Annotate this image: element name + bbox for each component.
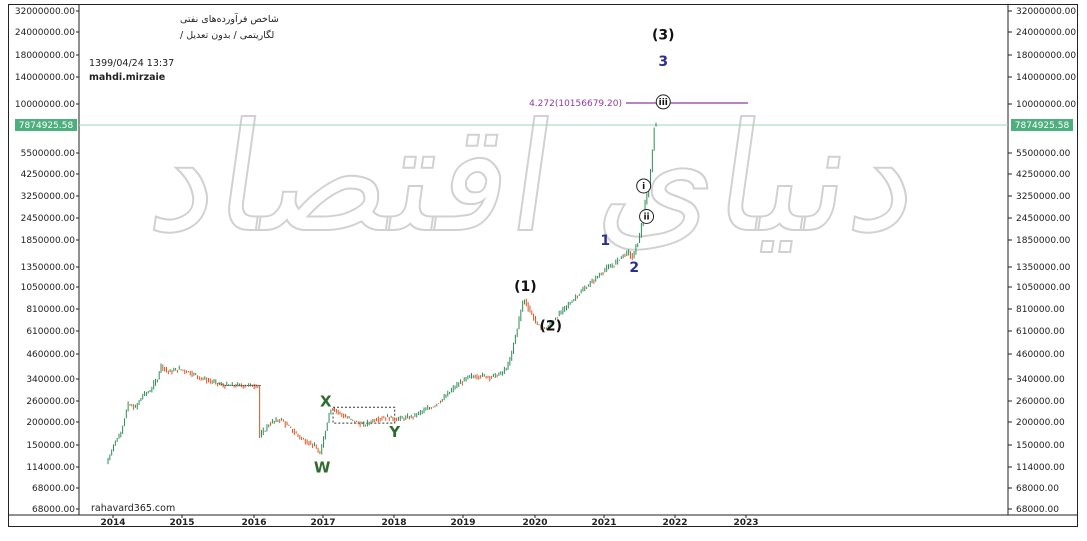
y-tick-left: 18000000.00 bbox=[15, 51, 75, 61]
y-tick-right: 68000.00 bbox=[1016, 484, 1059, 494]
wave-label-(2): (2) bbox=[539, 318, 562, 334]
last-price-tag-right bbox=[1011, 119, 1073, 131]
y-tick-right: 5500000.00 bbox=[1016, 149, 1071, 159]
wave-label-(1): (1) bbox=[514, 279, 537, 295]
y-tick-left: 32000000.00 bbox=[15, 7, 75, 17]
y-tick-left: 260000.00 bbox=[26, 397, 75, 407]
y-tick-left: 810000.00 bbox=[26, 305, 75, 315]
y-tick-left: 340000.00 bbox=[26, 375, 75, 385]
wave-label-Y: Y bbox=[388, 423, 401, 441]
last-price-tags: 7874925.58 7874925.58 bbox=[15, 119, 1073, 131]
wave-label-X: X bbox=[320, 392, 332, 410]
x-tick-label: 2019 bbox=[450, 518, 475, 528]
watermark-text: دنیای اقتصاد bbox=[140, 91, 930, 266]
y-tick-right: 3250000.00 bbox=[1016, 192, 1071, 202]
wave-label-iii: iii bbox=[659, 98, 668, 108]
wave-circle bbox=[639, 208, 655, 224]
y-tick-right: 150000.00 bbox=[1016, 441, 1065, 451]
y-tick-right: 460000.00 bbox=[1016, 350, 1065, 360]
y-tick-right: 2450000.00 bbox=[1016, 214, 1071, 224]
y-tick-right: 10000000.00 bbox=[1016, 100, 1076, 110]
y-tick-left: 3250000.00 bbox=[21, 192, 76, 202]
fib-target-label: 4.272(10156679.20) bbox=[529, 99, 622, 109]
candles-layer bbox=[107, 122, 657, 465]
wave-label-1: 1 bbox=[600, 233, 610, 249]
y-tick-left: 460000.00 bbox=[26, 350, 75, 360]
y-tick-left: 68000.00 bbox=[32, 505, 75, 515]
y-tick-left: 14000000.00 bbox=[15, 73, 75, 83]
wave-label-ii: ii bbox=[643, 212, 649, 222]
y-tick-right: 14000000.00 bbox=[1016, 73, 1076, 83]
y-tick-left: 5500000.00 bbox=[21, 149, 76, 159]
y-tick-left: 1350000.00 bbox=[21, 263, 76, 273]
x-tick-label: 2014 bbox=[100, 518, 125, 528]
wave-label-(3): (3) bbox=[652, 27, 675, 43]
x-tick-label: 2021 bbox=[591, 518, 616, 528]
last-price-tag-left-text: 7874925.58 bbox=[19, 121, 74, 131]
y-tick-left: 610000.00 bbox=[26, 327, 75, 337]
x-tick-label: 2022 bbox=[662, 518, 687, 528]
chart-datetime: 1399/04/24 13:37 bbox=[89, 58, 174, 69]
x-axis: 2014 2015 2016 2017 2018 2019 2020 2021 2022 2023 bbox=[100, 515, 759, 528]
y-tick-left: 2450000.00 bbox=[21, 214, 76, 224]
y-tick-right: 32000000.00 bbox=[1016, 7, 1076, 17]
wave-circle bbox=[655, 94, 671, 110]
y-tick-right: 4250000.00 bbox=[1016, 170, 1071, 180]
y-tick-right: 260000.00 bbox=[1016, 397, 1065, 407]
chart-author: mahdi.mirzaie bbox=[89, 72, 165, 83]
x-tick-label: 2020 bbox=[522, 518, 547, 528]
x-tick-label: 2017 bbox=[310, 518, 335, 528]
y-tick-left: 10000000.00 bbox=[15, 100, 75, 110]
y-axis-right: 32000000.00 24000000.00 18000000.00 1400000… bbox=[1008, 7, 1076, 515]
chart-subtitle: لگاریتمی / بدون تعدیل / bbox=[180, 29, 274, 41]
chart-title: شاخص فرآورده‌های نفتی bbox=[180, 12, 279, 25]
x-tick-label: 2018 bbox=[381, 518, 406, 528]
y-tick-right: 1050000.00 bbox=[1016, 283, 1071, 293]
wave-label-W: W bbox=[314, 459, 331, 477]
y-tick-left: 4250000.00 bbox=[21, 170, 76, 180]
x-tick-label: 2023 bbox=[733, 518, 758, 528]
y-tick-right: 1350000.00 bbox=[1016, 263, 1071, 273]
y-tick-right: 1850000.00 bbox=[1016, 236, 1071, 246]
wave-circle bbox=[636, 178, 652, 194]
y-tick-left: 150000.00 bbox=[26, 441, 75, 451]
y-tick-left: 68000.00 bbox=[32, 484, 75, 494]
y-tick-right: 810000.00 bbox=[1016, 305, 1065, 315]
y-tick-left: 24000000.00 bbox=[15, 28, 75, 38]
chart-frame bbox=[8, 4, 1078, 527]
y-tick-right: 200000.00 bbox=[1016, 418, 1065, 428]
watermark-logo: دنیای اقتصاد bbox=[139, 90, 931, 267]
y-tick-right: 24000000.00 bbox=[1016, 28, 1076, 38]
wave-label-i: i bbox=[642, 182, 645, 192]
x-tick-label: 2016 bbox=[241, 518, 266, 528]
y-tick-right: 610000.00 bbox=[1016, 327, 1065, 337]
last-price-tag-left bbox=[15, 119, 77, 131]
y-tick-right: 18000000.00 bbox=[1016, 51, 1076, 61]
y-tick-right: 114000.00 bbox=[1016, 463, 1065, 473]
wave-label-3: 3 bbox=[658, 54, 668, 70]
y-tick-right: 68000.00 bbox=[1016, 505, 1059, 515]
y-axis-left: 32000000.00 24000000.00 18000000.00 1400000… bbox=[15, 7, 79, 515]
y-tick-left: 200000.00 bbox=[26, 418, 75, 428]
y-tick-left: 114000.00 bbox=[26, 463, 75, 473]
source-watermark: rahavard365.com bbox=[91, 503, 175, 514]
y-tick-right: 340000.00 bbox=[1016, 375, 1065, 385]
last-price-tag-right-text: 7874925.58 bbox=[1015, 121, 1070, 131]
y-tick-left: 1050000.00 bbox=[21, 283, 76, 293]
y-tick-left: 1850000.00 bbox=[21, 236, 76, 246]
x-tick-label: 2015 bbox=[169, 518, 194, 528]
wave-label-2: 2 bbox=[629, 260, 639, 276]
